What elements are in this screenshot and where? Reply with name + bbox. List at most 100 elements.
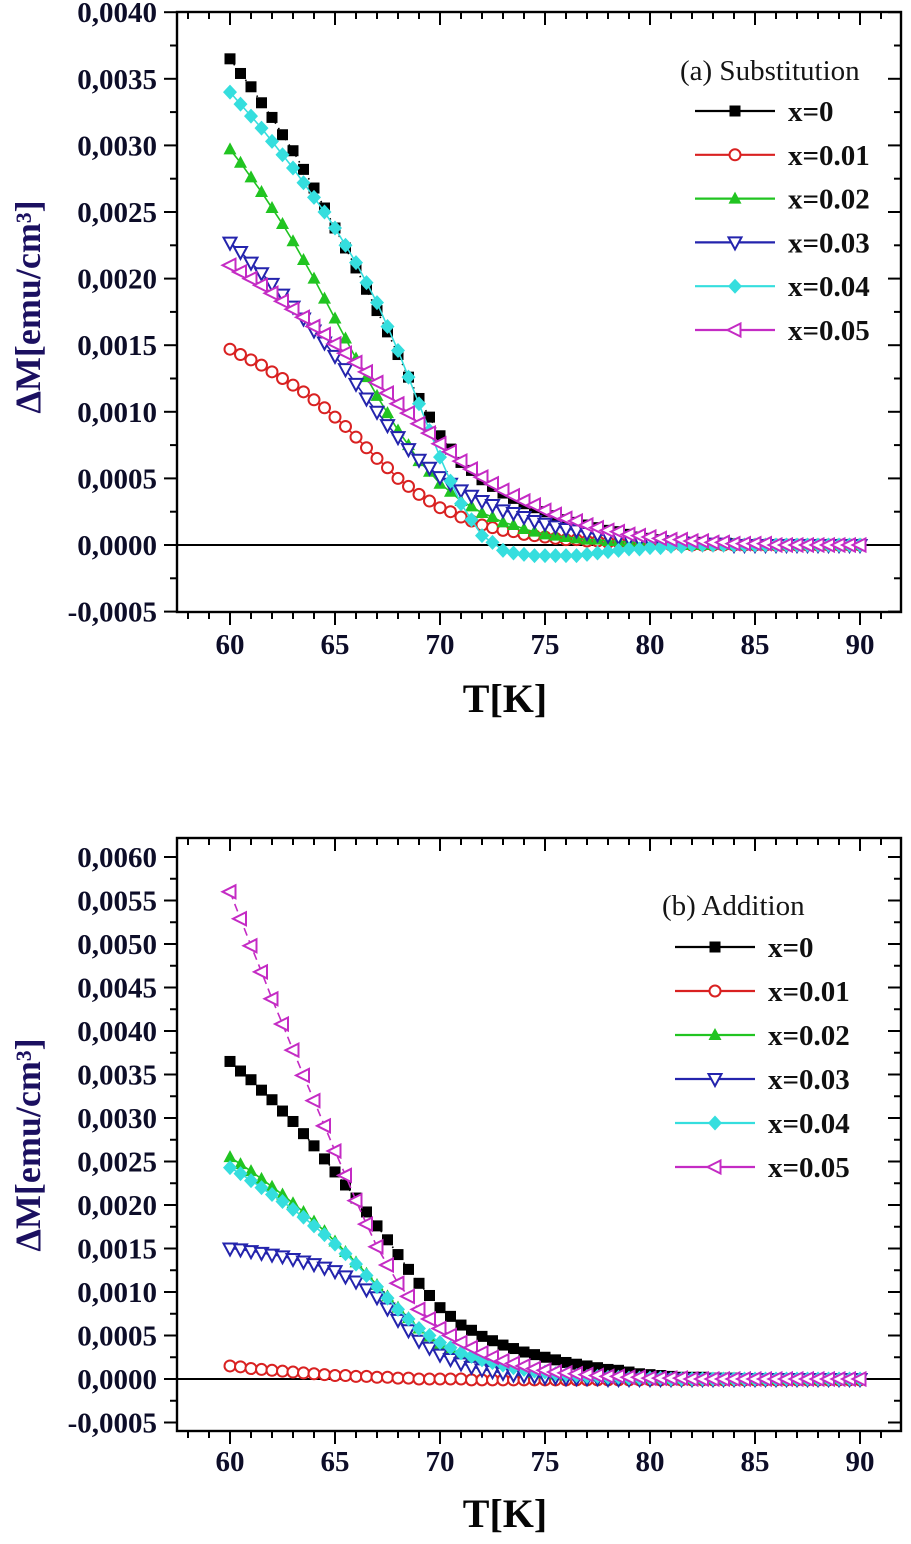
diamond-marker	[391, 1301, 405, 1317]
series-line	[229, 242, 860, 546]
triangle-left-marker	[409, 1301, 426, 1318]
triangle-down-marker	[557, 523, 575, 539]
legend-label: x=0.05	[768, 1152, 850, 1184]
circle-marker	[234, 348, 247, 362]
diamond-marker	[548, 548, 563, 564]
triangle-left-marker	[304, 1092, 321, 1109]
triangle-left-marker	[262, 990, 279, 1007]
triangle-down-marker	[347, 377, 365, 393]
y-tick-label: 0,0045	[77, 973, 157, 1005]
y-tick-label: 0,0055	[77, 886, 157, 918]
square-marker	[235, 67, 246, 79]
x-tick-label: 85	[741, 629, 770, 661]
y-axis-label-b: ΔM[emu/cm³]	[8, 1038, 48, 1251]
diamond-marker	[601, 544, 615, 560]
square-marker	[224, 53, 236, 65]
diamond-marker	[401, 1311, 416, 1327]
diamond-marker	[422, 1328, 437, 1343]
series-x0.05-b	[220, 883, 867, 1388]
square-marker	[413, 1277, 425, 1289]
triangle-up-marker	[507, 518, 520, 531]
legend-entry: x=0.05	[675, 1152, 850, 1184]
diamond-marker	[538, 548, 552, 564]
triangle-down-marker	[263, 277, 281, 294]
circle-marker	[244, 353, 258, 367]
triangle-down-marker	[221, 1242, 239, 1258]
square-marker	[403, 1263, 414, 1275]
square-marker	[277, 129, 288, 141]
circle-marker	[423, 494, 436, 508]
legend-entry: x=0.01	[675, 976, 850, 1008]
diamond-marker	[569, 548, 584, 564]
triangle-up-marker	[265, 1179, 279, 1192]
x-tick-label: 60	[216, 629, 245, 661]
triangle-up-marker	[297, 252, 310, 265]
triangle-left-marker	[472, 468, 489, 486]
circle-marker	[349, 1369, 363, 1383]
triangle-up-marker	[339, 331, 352, 344]
square-marker	[256, 97, 267, 109]
legend-entry: x=0.04	[695, 271, 870, 303]
triangle-left-marker	[451, 452, 468, 470]
diamond-marker	[443, 473, 458, 489]
triangle-left-marker	[705, 1158, 722, 1176]
triangle-up-marker	[475, 506, 489, 519]
square-marker	[287, 145, 299, 157]
square-marker	[529, 1349, 540, 1361]
diamond-marker	[611, 542, 626, 558]
square-marker	[539, 1351, 551, 1363]
diamond-marker	[485, 534, 500, 550]
legend-label: x=0.01	[788, 140, 870, 172]
diamond-marker	[590, 545, 605, 561]
triangle-up-marker	[528, 524, 541, 537]
diamond-marker	[275, 1194, 290, 1210]
legend-label: x=0.05	[788, 315, 870, 347]
diamond-marker	[580, 546, 594, 562]
triangle-up-marker	[486, 510, 499, 523]
diamond-marker	[275, 147, 290, 163]
diamond-marker	[359, 275, 374, 291]
triangle-down-marker	[379, 419, 396, 435]
y-tick-label: 0,0030	[77, 130, 157, 162]
legend-label: x=0.01	[768, 976, 850, 1008]
circle-marker	[234, 1360, 247, 1374]
triangle-up-marker	[728, 191, 742, 204]
triangle-up-marker	[244, 1164, 258, 1177]
triangle-left-marker	[367, 374, 384, 391]
circle-marker	[370, 1370, 384, 1384]
diamond-marker	[412, 396, 426, 412]
y-tick-label: 0,0000	[77, 1364, 157, 1396]
triangle-left-marker	[850, 536, 867, 554]
triangle-left-marker	[398, 405, 415, 422]
y-axis-label-a: ΔM[emu/cm³]	[8, 200, 48, 413]
legend-label: x=0.04	[788, 271, 870, 303]
square-marker	[592, 1362, 603, 1374]
triangle-up-marker	[465, 499, 478, 512]
diamond-marker	[475, 528, 489, 544]
circle-marker	[318, 1368, 331, 1382]
legend-title-a: (a) Substitution	[680, 55, 860, 87]
diamond-marker	[349, 1256, 363, 1272]
legend-entry: x=0.02	[695, 184, 870, 216]
triangle-down-marker	[358, 1283, 375, 1299]
diamond-marker	[317, 1227, 332, 1243]
square-marker	[466, 1324, 477, 1336]
diamond-marker	[296, 175, 311, 191]
triangle-up-marker	[234, 1157, 247, 1170]
circle-marker	[708, 984, 722, 998]
circle-marker	[286, 378, 300, 392]
triangle-left-marker	[325, 1142, 342, 1160]
triangle-left-marker	[388, 395, 405, 412]
y-tick-label: 0,0030	[77, 1103, 157, 1135]
triangle-left-marker	[230, 263, 247, 281]
diamond-marker	[643, 540, 657, 556]
legend-entry: x=0	[675, 932, 814, 964]
triangle-left-marker	[367, 1238, 384, 1255]
triangle-left-marker	[241, 937, 258, 954]
triangle-down-marker	[410, 453, 428, 469]
diamond-marker	[380, 1290, 395, 1306]
circle-marker	[412, 487, 426, 501]
square-marker	[298, 1128, 309, 1140]
triangle-down-marker	[232, 245, 249, 262]
